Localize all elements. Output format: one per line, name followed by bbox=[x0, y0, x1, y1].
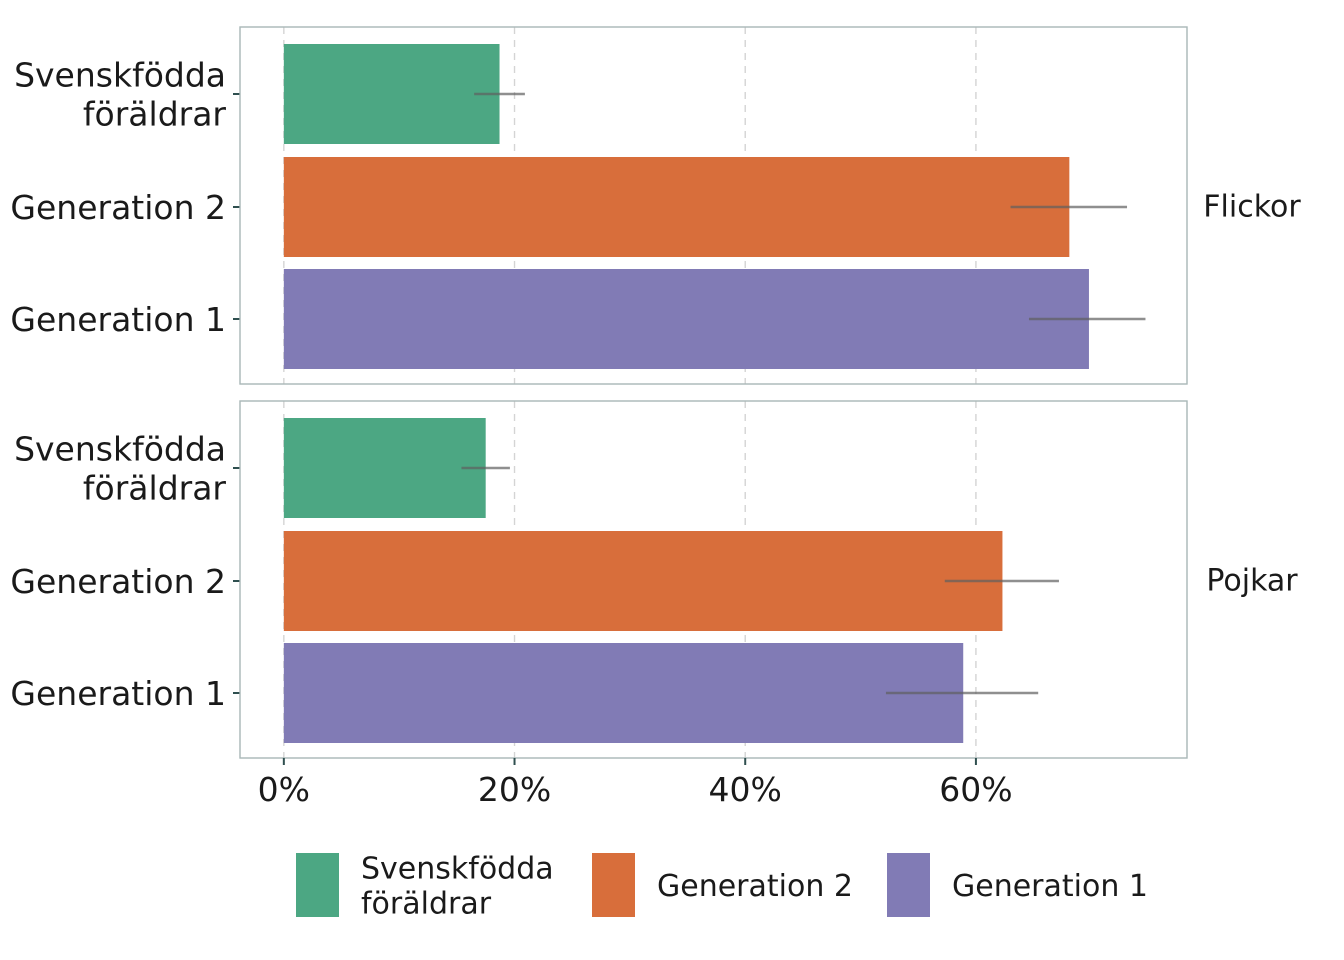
y-tick-label: Generation 2 bbox=[10, 188, 226, 227]
bar bbox=[283, 418, 486, 518]
bar bbox=[283, 157, 1070, 257]
legend-label: Generation 1 bbox=[952, 869, 1148, 904]
bar bbox=[283, 643, 964, 743]
facet-label: Pojkar bbox=[1206, 564, 1298, 599]
y-tick-label: Svenskfödda bbox=[14, 430, 226, 469]
y-tick-label: Generation 2 bbox=[10, 562, 226, 601]
x-tick-label: 40% bbox=[709, 770, 782, 809]
x-tick-label: 20% bbox=[478, 770, 551, 809]
legend-label: föräldrar bbox=[361, 887, 492, 922]
y-tick-label: föräldrar bbox=[83, 95, 227, 134]
y-tick-label: Generation 1 bbox=[10, 300, 226, 339]
legend-swatch bbox=[887, 853, 930, 917]
legend-swatch bbox=[592, 853, 635, 917]
panel-border bbox=[239, 26, 1188, 385]
legend-item: Generation 2 bbox=[592, 853, 853, 917]
x-tick-label: 60% bbox=[939, 770, 1012, 809]
legend-label: Svenskfödda bbox=[361, 852, 554, 887]
x-tick-label: 0% bbox=[258, 770, 310, 809]
legend-swatch bbox=[296, 853, 339, 917]
bar bbox=[283, 269, 1089, 369]
y-tick-label: föräldrar bbox=[83, 469, 227, 508]
bar bbox=[283, 531, 1003, 631]
bar bbox=[283, 44, 500, 144]
panel-border bbox=[239, 400, 1188, 759]
facet-label: Flickor bbox=[1203, 190, 1301, 225]
legend-label: Generation 2 bbox=[657, 869, 853, 904]
y-tick-label: Generation 1 bbox=[10, 674, 226, 713]
y-tick-label: Svenskfödda bbox=[14, 56, 226, 95]
legend-item: Generation 1 bbox=[887, 853, 1148, 917]
